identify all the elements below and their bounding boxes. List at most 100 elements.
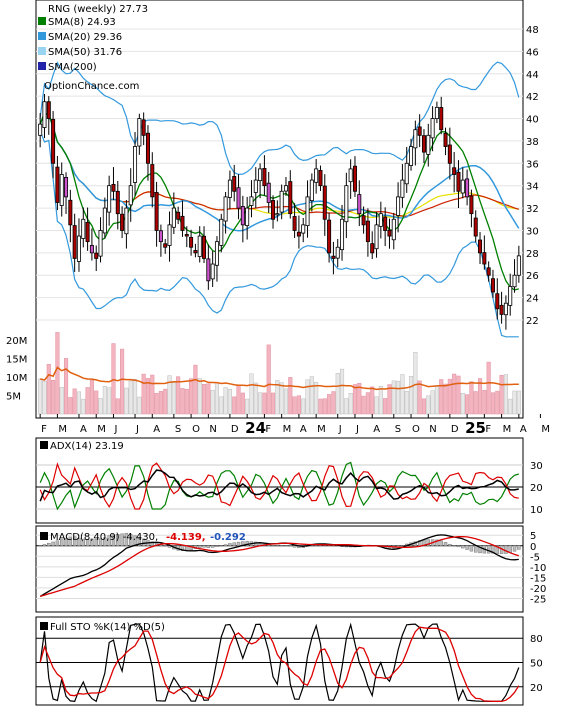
candle-body xyxy=(516,255,521,276)
candle-body xyxy=(206,258,211,282)
legend: SMA(8) 24.93 SMA(20) 29.36 SMA(50) 31.76 SM… xyxy=(38,17,122,73)
candle-body xyxy=(374,224,379,250)
volume-bar xyxy=(508,398,513,415)
macd-histogram-bar xyxy=(284,545,288,547)
candle-body xyxy=(145,132,150,164)
volume-bar xyxy=(473,391,478,415)
candle-body xyxy=(46,101,51,119)
price-tick-label: 34 xyxy=(526,182,539,193)
volume-bar xyxy=(111,343,116,415)
chart-title: RNG (weekly) 27.73 xyxy=(48,4,148,15)
candle-body xyxy=(189,236,194,248)
month-label: A xyxy=(373,424,380,435)
macd-histogram-bar xyxy=(219,545,223,547)
volume-bar xyxy=(270,392,276,415)
price-tick-label: 36 xyxy=(526,159,539,170)
volume-bar xyxy=(180,388,185,415)
candle-body xyxy=(266,182,271,203)
macd-legend-box xyxy=(40,532,48,540)
volume-bar xyxy=(245,398,250,415)
candle-body xyxy=(150,164,155,198)
candle-body xyxy=(482,252,487,265)
candle-body xyxy=(111,183,116,192)
candle-body xyxy=(193,250,198,254)
sto-tick-label: 20 xyxy=(530,683,543,694)
volume-bar xyxy=(102,386,107,415)
month-label: M xyxy=(503,424,512,435)
candle-body xyxy=(426,134,431,155)
watermark: OptionChance.com xyxy=(44,81,139,92)
macd-histogram-bar xyxy=(495,545,499,554)
macd-histogram-bar xyxy=(60,539,64,546)
volume-bar xyxy=(486,361,491,415)
candle-body xyxy=(305,196,310,227)
macd-histogram-bar xyxy=(400,545,405,547)
volume-bar xyxy=(309,376,314,415)
volume-bar xyxy=(490,392,496,415)
macd-signal-value: -0.292 xyxy=(210,532,246,543)
candle-body xyxy=(279,190,284,213)
macd-histogram-bar xyxy=(486,545,491,554)
price-tick-label: 44 xyxy=(526,70,539,81)
volume-bar xyxy=(301,398,306,415)
volume-bar xyxy=(115,398,120,415)
volume-bar xyxy=(365,392,370,415)
candle-body xyxy=(253,179,258,193)
month-label: D xyxy=(451,424,459,435)
volume-bar xyxy=(499,374,504,415)
macd-histogram-bar xyxy=(461,545,465,549)
volume-bar xyxy=(124,387,129,415)
month-label: A xyxy=(520,424,527,435)
volume-bar xyxy=(167,375,172,415)
candle-body xyxy=(64,176,69,198)
volume-bar xyxy=(163,388,168,415)
macd-histogram-bar xyxy=(439,540,443,546)
adx-plus-di-line xyxy=(39,461,519,511)
candle-body xyxy=(387,229,392,237)
candle-body xyxy=(348,168,353,183)
price-tick-label: 42 xyxy=(526,92,539,103)
candle-body xyxy=(275,213,280,216)
candle-body xyxy=(383,216,388,231)
volume-bar xyxy=(357,383,362,415)
macd-histogram-bar xyxy=(202,545,206,548)
volume-bar xyxy=(55,332,60,415)
candle-body xyxy=(473,217,478,237)
month-label: F xyxy=(265,424,271,435)
candle-body xyxy=(396,196,401,216)
candle-body xyxy=(283,185,288,192)
adx-minus-di-line xyxy=(39,462,519,510)
candle-body xyxy=(327,219,332,254)
macd-histogram-bar xyxy=(94,539,98,546)
macd-tick-label: -20 xyxy=(530,584,546,595)
sto-tick-label: 80 xyxy=(530,634,543,645)
volume-bar xyxy=(59,387,64,415)
sto-panel: 80 50 20 Full STO %K(14) %D(5) xyxy=(35,616,543,706)
macd-tick-label: -25 xyxy=(530,594,546,605)
volume-bar xyxy=(443,383,448,415)
candle-body xyxy=(370,243,375,254)
volume-bar xyxy=(279,382,284,415)
macd-histogram-bar xyxy=(517,545,521,550)
legend-swatch xyxy=(38,32,46,40)
macd-histogram-bar xyxy=(90,538,94,546)
legend-swatch xyxy=(38,47,46,55)
macd-tick-label: -15 xyxy=(530,573,546,584)
volume-bar xyxy=(42,380,47,415)
macd-histogram-bar xyxy=(68,536,73,546)
price-tick-label: 22 xyxy=(526,316,539,327)
candle-body xyxy=(68,199,73,226)
macd-histogram-bar xyxy=(275,545,280,547)
candle-body xyxy=(232,176,237,192)
bollinger-upper-band xyxy=(39,61,520,176)
candle-body xyxy=(76,235,81,262)
candle-body xyxy=(210,263,215,280)
volume-bar xyxy=(391,380,396,415)
volume-bar xyxy=(219,396,224,415)
macd-histogram-bar xyxy=(223,544,228,546)
volume-moving-average xyxy=(40,366,519,391)
price-tick-label: 46 xyxy=(526,47,539,58)
volume-bar xyxy=(206,383,211,415)
volume-bar xyxy=(176,376,181,415)
month-label: N xyxy=(209,424,216,435)
